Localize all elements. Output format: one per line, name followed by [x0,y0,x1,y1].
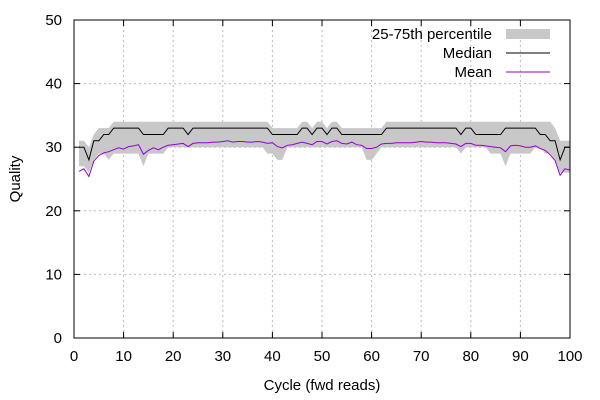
x-tick-label: 30 [214,348,231,365]
x-tick-label: 80 [462,348,479,365]
series-lines-layer [78,127,571,178]
percentile-band [79,121,570,173]
x-tick-label: 100 [557,348,582,365]
x-tick-label: 40 [264,348,281,365]
legend-label-band: 25-75th percentile [372,26,492,43]
mean-line [78,140,571,178]
y-axis-label: Quality [7,155,24,202]
y-tick-label: 10 [45,266,62,283]
legend: 25-75th percentile Median Mean [372,26,550,81]
legend-label-median: Median [443,45,492,62]
x-tick-label: 0 [70,348,78,365]
percentile-band-layer [79,121,570,173]
x-tick-label: 60 [363,348,380,365]
y-tick-label: 0 [54,330,62,347]
axis-ticks: 0 10 20 30 40 50 60 70 80 90 100 0 10 20 30 40 50 [45,12,582,365]
legend-label-mean: Mean [454,64,492,81]
legend-swatch-band [506,29,550,39]
y-tick-label: 40 [45,76,62,93]
x-axis-label: Cycle (fwd reads) [264,377,381,394]
median-line [79,127,570,162]
x-tick-label: 10 [115,348,132,365]
y-tick-label: 20 [45,203,62,220]
grid-lines [74,20,570,338]
x-tick-label: 50 [314,348,331,365]
x-tick-label: 20 [165,348,182,365]
y-tick-label: 30 [45,139,62,156]
y-tick-label: 50 [45,12,62,29]
x-tick-label: 70 [413,348,430,365]
x-tick-label: 90 [512,348,529,365]
